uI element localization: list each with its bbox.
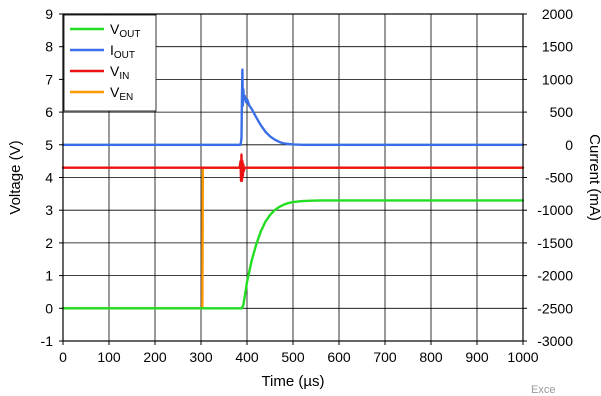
- x-tick-label: 0: [59, 349, 67, 365]
- series-layer: [61, 68, 525, 310]
- y-right-tick-label: -2500: [537, 300, 573, 316]
- y-right-tick-label: 0: [565, 137, 573, 153]
- legend-box: [63, 14, 157, 112]
- y-right-tick-label: 1500: [542, 39, 573, 55]
- y-tick-label: 3: [45, 202, 53, 218]
- x-tick-label: 500: [281, 349, 305, 365]
- y-right-tick-label: -1000: [537, 202, 573, 218]
- legend-label: VEN: [110, 84, 133, 103]
- legend-label: IOUT: [110, 42, 135, 61]
- y-tick-label: 6: [45, 104, 53, 120]
- y-tick-label: 5: [45, 137, 53, 153]
- series-line-vin: [61, 153, 525, 182]
- right-axis-ticks: -3000 -2500 -2000 -1500 -1000 -500 0 500 1000 150…: [523, 6, 573, 349]
- y-tick-label: -1: [41, 333, 54, 349]
- y-tick-label: 9: [45, 6, 53, 22]
- y-right-tick-label: -3000: [537, 333, 573, 349]
- y-right-tick-label: 2000: [542, 6, 573, 22]
- y-right-tick-label: 500: [550, 104, 574, 120]
- y-tick-label: 7: [45, 71, 53, 87]
- series-line-iout: [61, 68, 525, 147]
- y-right-tick-label: -2000: [537, 268, 573, 284]
- y-tick-label: 1: [45, 268, 53, 284]
- legend: VOUT IOUT VIN VEN: [63, 14, 157, 112]
- x-tick-label: 100: [97, 349, 121, 365]
- series-line-vout: [61, 199, 525, 310]
- grid: [63, 14, 523, 341]
- watermark-text: Exce: [531, 384, 555, 396]
- y-right-tick-label: -500: [545, 170, 573, 186]
- x-tick-label: 800: [419, 349, 443, 365]
- x-tick-label: 1000: [507, 349, 538, 365]
- x-tick-label: 900: [465, 349, 489, 365]
- x-axis-ticks: 0 100 200 300 400 500 600 700 800 900 1000: [59, 341, 539, 365]
- x-tick-label: 700: [373, 349, 397, 365]
- y-right-tick-label: -1500: [537, 235, 573, 251]
- y-tick-label: 8: [45, 39, 53, 55]
- y-axis-title-right: Current (mA): [586, 134, 601, 221]
- x-tick-label: 400: [235, 349, 259, 365]
- left-axis-ticks: -1 0 1 2 3 4 5 6 7 8 9: [41, 6, 63, 349]
- y-tick-label: 0: [45, 300, 53, 316]
- legend-label: VOUT: [110, 21, 140, 40]
- y-tick-label: 4: [45, 170, 53, 186]
- plot-frame: [62, 13, 524, 342]
- x-axis-title: Time (µs): [261, 373, 324, 390]
- x-tick-label: 300: [189, 349, 213, 365]
- x-tick-label: 600: [327, 349, 351, 365]
- y-tick-label: 2: [45, 235, 53, 251]
- y-axis-title-left: Voltage (V): [7, 140, 24, 214]
- x-tick-label: 200: [143, 349, 167, 365]
- y-right-tick-label: 1000: [542, 71, 573, 87]
- legend-label: VIN: [110, 63, 129, 82]
